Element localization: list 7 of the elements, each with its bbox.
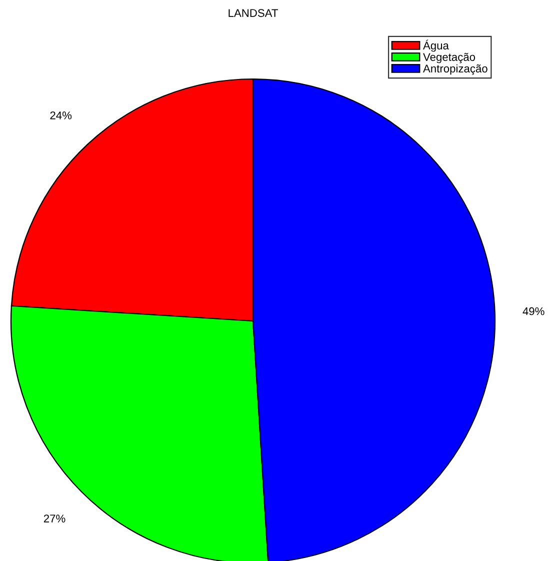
chart-title: LANDSAT [228,9,278,17]
data-label: 49% [522,307,544,316]
legend-label: Antropização [423,64,488,75]
legend-label: Vegetação [423,52,476,64]
data-label: 24% [50,111,72,120]
data-label: 27% [44,514,66,522]
legend-label: Água [423,40,449,52]
